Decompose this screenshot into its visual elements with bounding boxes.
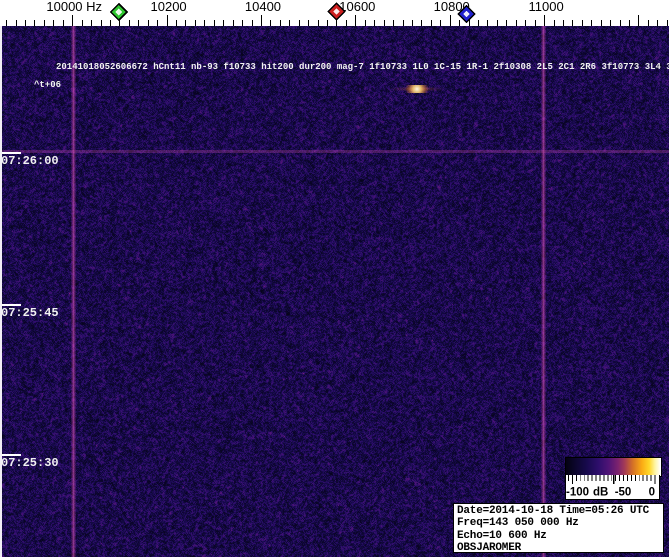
svg-text:-50: -50 — [615, 487, 632, 499]
svg-text:-100: -100 — [566, 487, 589, 499]
svg-text:10000 Hz: 10000 Hz — [46, 0, 102, 14]
svg-text:10400: 10400 — [245, 0, 281, 14]
svg-text:0: 0 — [649, 487, 655, 499]
svg-text:dB: dB — [593, 487, 608, 499]
svg-text:10200: 10200 — [151, 0, 187, 14]
svg-text:11000: 11000 — [529, 0, 564, 14]
